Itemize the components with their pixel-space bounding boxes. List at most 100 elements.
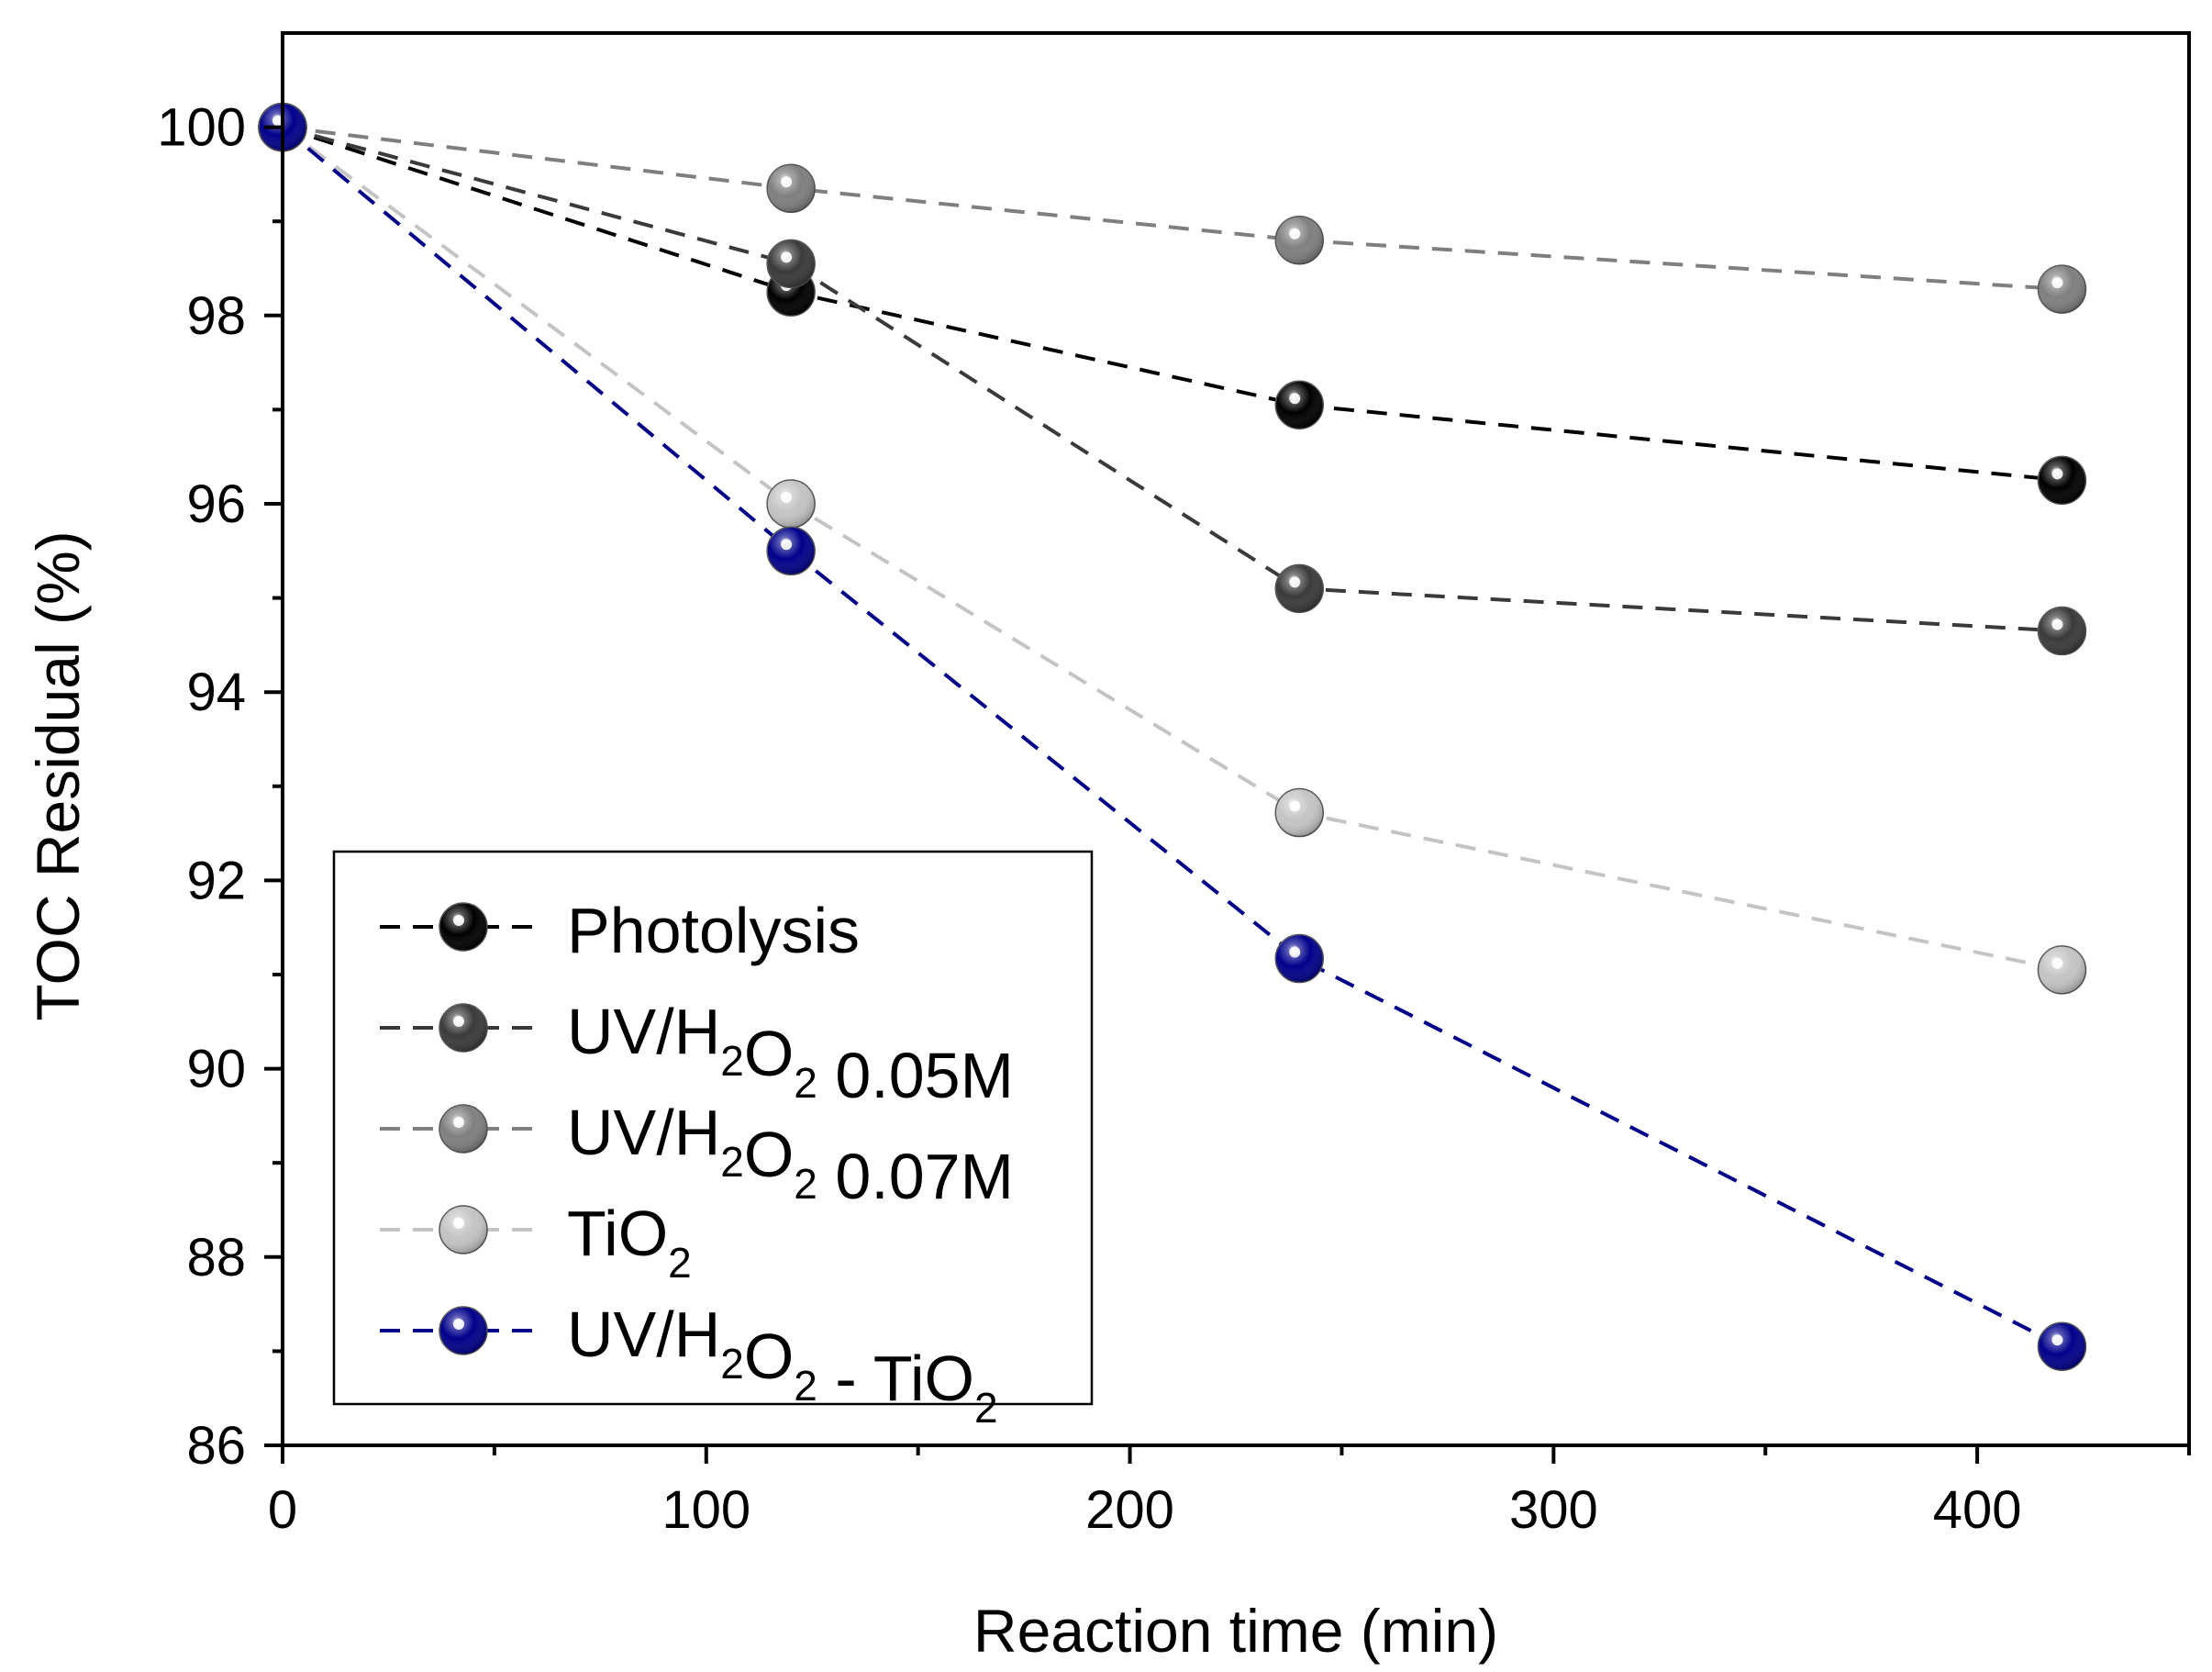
legend-label-subscript: 2 xyxy=(794,1362,817,1410)
legend-label-part: 0.05M xyxy=(817,1040,1014,1111)
legend-item-3: TiO2 xyxy=(380,1198,692,1287)
axes-layer: 0 100 200 300 400 86 88 90 92 94 96 98 100 xyxy=(157,98,2191,1540)
legend-label-subscript: 2 xyxy=(668,1239,692,1287)
legend-label-part: O xyxy=(744,1321,794,1392)
data-point-highlight xyxy=(781,492,793,503)
data-point-shine xyxy=(767,240,816,288)
legend-item-2: UV/H2O2 0.07M xyxy=(380,1097,1014,1212)
legend-item-1: UV/H2O2 0.05M xyxy=(380,996,1014,1111)
legend-marker-shine xyxy=(439,1105,487,1153)
data-point-shine xyxy=(1275,564,1324,613)
data-point-highlight xyxy=(781,251,793,263)
data-point-shine xyxy=(1275,934,1324,983)
legend-marker-shine xyxy=(439,903,487,951)
data-point-highlight xyxy=(2051,1334,2063,1346)
legend-marker-highlight xyxy=(453,1117,464,1128)
series-line xyxy=(282,125,2062,292)
y-tick-label: 100 xyxy=(157,98,246,158)
legend-label-part: O xyxy=(744,1119,794,1190)
legend-label-subscript: 2 xyxy=(720,1037,744,1085)
y-tick-label: 96 xyxy=(186,474,246,534)
data-point-highlight xyxy=(2051,468,2063,480)
series-0 xyxy=(282,125,2062,483)
legend-marker-shine xyxy=(439,1206,487,1254)
data-point-highlight xyxy=(781,176,793,188)
data-point-highlight xyxy=(2051,277,2063,289)
data-point-shine xyxy=(2038,265,2086,314)
legend-label-subscript: 2 xyxy=(720,1138,744,1186)
data-point-shine xyxy=(1275,381,1324,429)
data-point-highlight xyxy=(1289,228,1301,240)
legend-item-4: UV/H2O2 - TiO2 xyxy=(380,1299,998,1432)
series-line xyxy=(281,126,2063,1349)
legend-label-subscript: 2 xyxy=(794,1059,817,1107)
legend-label: Photolysis xyxy=(567,895,860,966)
series-line xyxy=(282,125,2062,633)
legend-label-subscript: 2 xyxy=(794,1160,817,1208)
x-tick-label: 0 xyxy=(268,1480,297,1540)
data-point-shine xyxy=(767,164,816,213)
data-point-shine xyxy=(767,527,816,575)
data-point-highlight xyxy=(1289,946,1301,958)
y-tick-label: 98 xyxy=(186,286,246,346)
y-tick-label: 86 xyxy=(186,1416,246,1476)
series-1 xyxy=(282,125,2062,633)
data-point-highlight xyxy=(2051,619,2063,630)
legend-label-part: 0.07M xyxy=(817,1141,1014,1212)
data-point-highlight xyxy=(1289,576,1301,588)
data-point-highlight xyxy=(1289,393,1301,405)
data-point-shine xyxy=(2038,607,2086,655)
legend-marker-highlight xyxy=(453,1016,464,1027)
data-point-shine xyxy=(2038,456,2086,505)
x-tick-label: 100 xyxy=(661,1480,750,1540)
y-tick-label: 90 xyxy=(186,1040,246,1099)
data-point-highlight xyxy=(781,539,793,551)
legend-label: UV/H2O2 - TiO2 xyxy=(567,1299,998,1432)
legend-marker-shine xyxy=(439,1004,487,1052)
legend-label-part: UV/H xyxy=(567,996,720,1067)
legend-item-0: Photolysis xyxy=(380,895,860,966)
series-markers-0 xyxy=(258,102,2087,506)
series-2 xyxy=(282,125,2062,292)
y-tick-label: 92 xyxy=(186,851,246,910)
x-tick-label: 300 xyxy=(1509,1480,1598,1540)
plot-area-frame xyxy=(281,31,2191,1447)
series-layer xyxy=(258,102,2087,1372)
legend-marker-highlight xyxy=(453,1218,464,1229)
data-point-shine xyxy=(2038,1322,2086,1371)
data-point-highlight xyxy=(1289,800,1301,812)
legend-label: UV/H2O2 0.05M xyxy=(567,996,1014,1111)
data-point-shine xyxy=(1275,216,1324,264)
data-point-shine xyxy=(2038,945,2086,994)
legend-marker-highlight xyxy=(453,1319,464,1330)
data-point-shine xyxy=(767,480,816,528)
y-tick-label: 94 xyxy=(186,663,246,722)
legend-label-part: UV/H xyxy=(567,1097,720,1168)
legend-label: TiO2 xyxy=(567,1198,692,1287)
series-markers-1 xyxy=(258,102,2087,656)
x-axis-label: Reaction time (min) xyxy=(973,1597,1498,1665)
series-line xyxy=(282,125,2062,483)
x-tick-label: 400 xyxy=(1933,1480,2022,1540)
legend-marker-shine xyxy=(439,1307,487,1354)
legend-label-subscript: 2 xyxy=(720,1340,744,1388)
series-4 xyxy=(281,126,2063,1349)
x-tick-label: 200 xyxy=(1085,1480,1174,1540)
legend-label-part: UV/H xyxy=(567,1299,720,1370)
data-point-highlight xyxy=(2051,957,2063,969)
series-markers-2 xyxy=(258,102,2087,314)
series-line xyxy=(281,125,2062,972)
legend-label: UV/H2O2 0.07M xyxy=(567,1097,1014,1212)
legend-marker-highlight xyxy=(453,915,464,926)
data-point-shine xyxy=(1275,788,1324,837)
y-axis-label: TOC Residual (%) xyxy=(24,530,92,1020)
y-tick-label: 88 xyxy=(186,1228,246,1287)
legend-label-part: O xyxy=(744,1018,794,1089)
legend-label-subscript: 2 xyxy=(974,1384,998,1432)
legend-label-part: - TiO xyxy=(817,1343,974,1414)
series-3 xyxy=(281,125,2062,972)
legend-label-part: TiO xyxy=(567,1198,668,1269)
legend-label-part: Photolysis xyxy=(567,895,860,966)
